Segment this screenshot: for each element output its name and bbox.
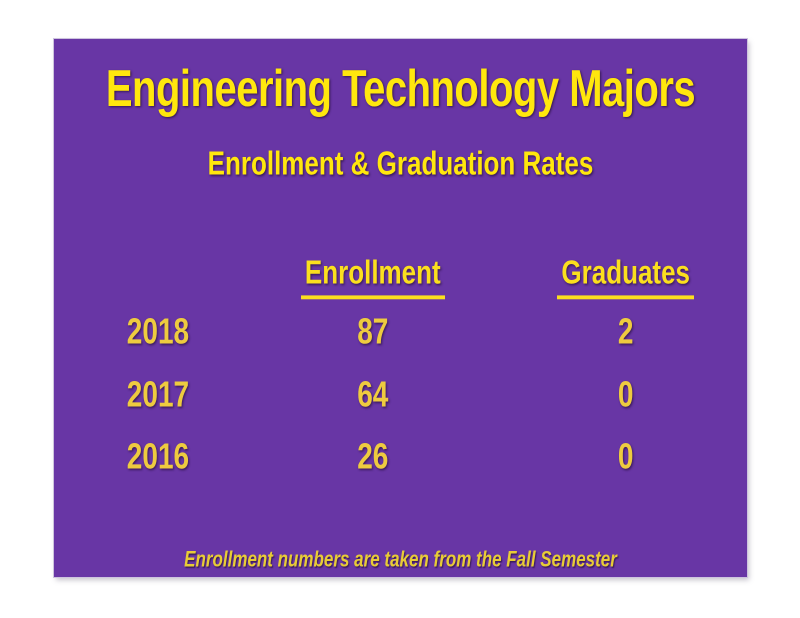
- column-header-enrollment: Enrollment: [269, 251, 477, 300]
- year-cell: 2018: [126, 311, 190, 352]
- slide-panel: Engineering Technology Majors Enrollment…: [54, 39, 747, 577]
- column-header-graduates-label: Graduates: [557, 253, 695, 300]
- table-row-2016: 2016 26 0: [54, 436, 747, 478]
- graduates-cell: 0: [617, 374, 634, 415]
- enrollment-cell: 64: [357, 374, 389, 415]
- slide-subtitle: Enrollment & Graduation Rates: [207, 143, 594, 183]
- table-header-row: Enrollment Graduates: [54, 251, 747, 300]
- year-cell: 2017: [126, 374, 190, 415]
- year-cell: 2016: [126, 436, 190, 477]
- column-header-graduates: Graduates: [525, 251, 726, 300]
- graduates-cell: 2: [617, 311, 634, 352]
- enrollment-cell: 87: [357, 311, 389, 352]
- slide-title: Engineering Technology Majors: [105, 60, 696, 118]
- table-row-2017: 2017 64 0: [54, 374, 747, 416]
- table-row-2018: 2018 87 2: [54, 311, 747, 353]
- slide-footnote: Enrollment numbers are taken from the Fa…: [184, 547, 617, 572]
- enrollment-cell: 26: [357, 436, 389, 477]
- column-header-enrollment-label: Enrollment: [300, 253, 445, 300]
- graduates-cell: 0: [617, 436, 634, 477]
